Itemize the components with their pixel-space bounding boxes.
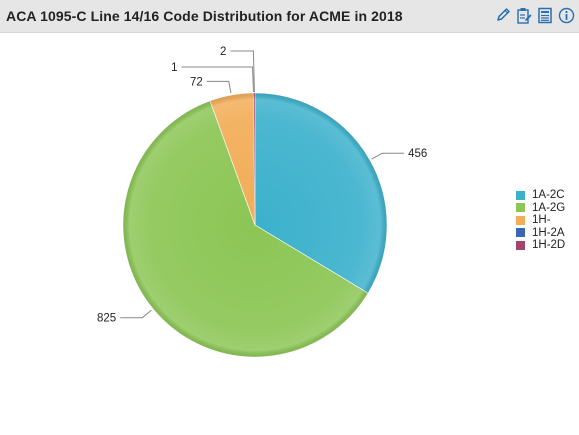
toolbar xyxy=(494,5,575,25)
leader-line xyxy=(206,80,232,94)
chart-header: ACA 1095-C Line 14/16 Code Distribution … xyxy=(0,0,579,33)
legend-label: 1H- xyxy=(532,214,551,227)
data-label: 72 xyxy=(190,76,203,88)
leader-line xyxy=(230,50,255,93)
legend-label: 1A-2C xyxy=(532,189,565,202)
notes-button[interactable] xyxy=(515,5,533,25)
legend-label: 1A-2G xyxy=(532,201,566,214)
data-label: 456 xyxy=(408,148,427,160)
legend-swatch xyxy=(516,215,525,225)
chart-legend: 1A-2C 1A-2G 1H- 1H-2A 1H-2D xyxy=(516,189,565,252)
document-icon xyxy=(538,7,552,23)
info-button[interactable] xyxy=(557,5,575,25)
legend-item[interactable]: 1H-2D xyxy=(516,239,565,252)
data-label: 1 xyxy=(171,62,177,74)
legend-label: 1H-2D xyxy=(532,239,566,252)
leader-line xyxy=(120,309,152,319)
legend-swatch xyxy=(516,240,525,250)
leader-line xyxy=(181,66,254,93)
info-icon xyxy=(558,7,574,23)
clipboard-edit-icon xyxy=(517,7,532,24)
legend-item[interactable]: 1H-2A xyxy=(516,227,565,240)
leader-line xyxy=(371,152,405,160)
data-label: 825 xyxy=(97,313,116,325)
pie-chart: 456 825 72 1 2 xyxy=(97,46,427,358)
legend-item[interactable]: 1H- xyxy=(516,214,565,227)
data-label: 2 xyxy=(220,46,226,58)
edit-button[interactable] xyxy=(494,5,512,25)
export-button[interactable] xyxy=(536,5,554,25)
legend-item[interactable]: 1A-2C xyxy=(516,189,565,202)
legend-swatch xyxy=(516,203,525,213)
legend-swatch xyxy=(516,228,525,238)
legend-swatch xyxy=(516,190,525,200)
legend-item[interactable]: 1A-2G xyxy=(516,202,565,215)
chart-title: ACA 1095-C Line 14/16 Code Distribution … xyxy=(6,8,403,24)
legend-label: 1H-2A xyxy=(532,226,565,239)
pencil-icon xyxy=(497,8,510,21)
